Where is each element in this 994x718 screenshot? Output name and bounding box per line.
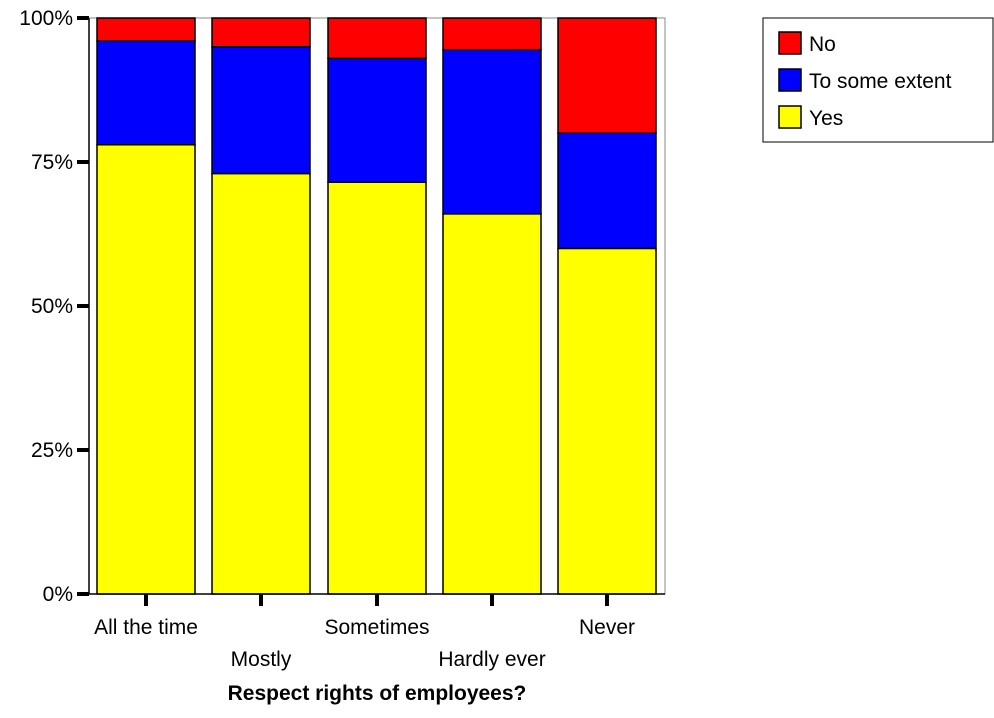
y-tick-label: 50%: [31, 295, 73, 318]
bar-segment-yes-sometimes: [327, 181, 427, 595]
legend: No To some extent Yes: [762, 17, 994, 143]
bar-segment-no-all-the-time: [96, 17, 196, 42]
x-tick-label-sometimes: Sometimes: [324, 616, 429, 639]
bar-segment-to-some-extent-sometimes: [327, 57, 427, 183]
bar-segment-to-some-extent-mostly: [211, 46, 311, 175]
x-axis-title: Respect rights of employees?: [228, 682, 527, 705]
bars: [96, 17, 657, 595]
x-tick-label-never: Never: [579, 616, 635, 639]
legend-label-to-some-extent: To some extent: [809, 70, 952, 93]
legend-label-no: No: [809, 33, 836, 56]
x-tick-label-mostly: Mostly: [231, 648, 292, 671]
x-tick-label-all-the-time: All the time: [94, 616, 198, 639]
bar-segment-to-some-extent-never: [557, 132, 657, 250]
bar-segment-to-some-extent-hardly-ever: [442, 48, 542, 215]
legend-swatch-yes: [778, 105, 802, 129]
bar-segment-yes-all-the-time: [96, 143, 196, 595]
y-tick-label: 0%: [43, 583, 73, 606]
bar-segment-no-never: [557, 17, 657, 134]
bar-segment-no-sometimes: [327, 17, 427, 60]
y-tick-label: 25%: [31, 439, 73, 462]
bar-segment-no-mostly: [211, 17, 311, 48]
x-tick-label-hardly-ever: Hardly ever: [438, 648, 545, 671]
bar-segment-to-some-extent-all-the-time: [96, 40, 196, 146]
y-axis: 0% 25% 50% 75% 100%: [19, 7, 90, 606]
bar-segment-no-hardly-ever: [442, 17, 542, 51]
bar-segment-yes-mostly: [211, 172, 311, 595]
legend-label-yes: Yes: [809, 107, 843, 130]
legend-swatch-no: [778, 31, 802, 55]
bar-segment-yes-never: [557, 247, 657, 595]
legend-swatch-to-some-extent: [778, 68, 802, 92]
y-tick-label: 75%: [31, 151, 73, 174]
bar-segment-yes-hardly-ever: [442, 213, 542, 595]
x-axis: All the time Mostly Sometimes Hardly ever Ne…: [89, 593, 665, 671]
y-tick-label: 100%: [19, 7, 73, 30]
